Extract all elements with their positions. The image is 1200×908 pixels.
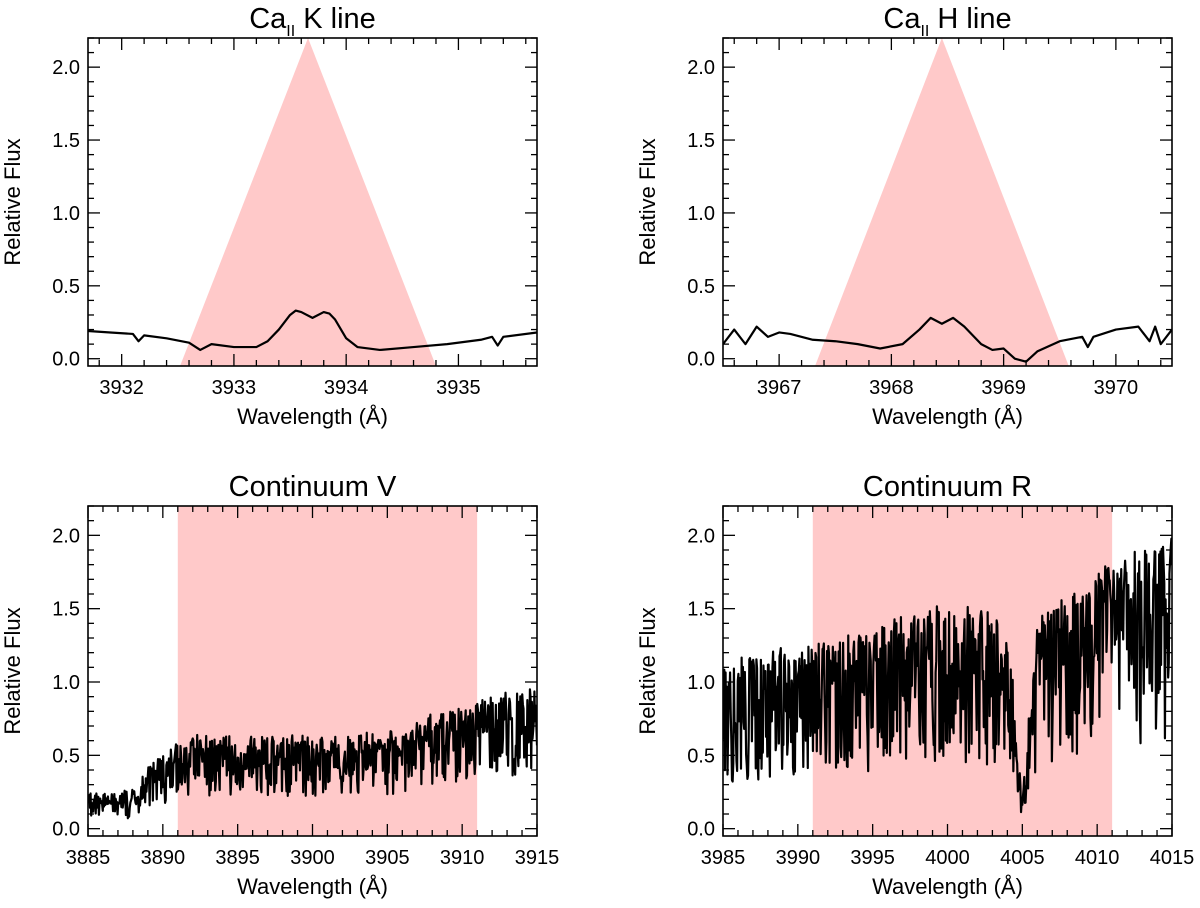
x-tick-label: 3968: [869, 377, 914, 399]
axes-frame: [87, 37, 538, 367]
x-tick-label: 3990: [776, 847, 821, 869]
x-tick-label: 3895: [215, 847, 260, 869]
y-tick-label: 1.0: [687, 203, 715, 225]
y-tick-label: 2.0: [687, 57, 715, 79]
y-tick-label: 0.0: [52, 349, 80, 371]
y-tick-label: 0.5: [687, 745, 715, 767]
spectrum-line: [723, 316, 1172, 363]
panel-4: 3985 3990 3995 4000 4005 4010 4015 0.0 0.5 1.0 1.5…: [635, 471, 1194, 899]
x-axis-label: Wavelength (Å): [872, 404, 1023, 429]
x-axis-label: Wavelength (Å): [872, 874, 1023, 899]
y-axis-label: Relative Flux: [635, 138, 660, 265]
spectrum-line: [88, 688, 537, 820]
x-tick-label: 4010: [1075, 847, 1120, 869]
x-tick-label: 3970: [1094, 377, 1139, 399]
y-tick-label: 2.0: [52, 57, 80, 79]
x-axis-label: Wavelength (Å): [237, 404, 388, 429]
x-tick-label: 3933: [212, 377, 257, 399]
integration-region: [177, 506, 478, 836]
x-tick-label: 3935: [436, 377, 481, 399]
x-tick-label: 3932: [99, 377, 144, 399]
y-tick-label: 1.5: [687, 599, 715, 621]
integration-region: [180, 38, 436, 366]
x-axis-label: Wavelength (Å): [237, 874, 388, 899]
y-tick-label: 2.0: [687, 525, 715, 547]
y-tick-label: 2.0: [52, 525, 80, 547]
x-tick-label: 4015: [1150, 847, 1195, 869]
y-tick-label: 0.5: [52, 276, 80, 298]
y-axis-label: Relative Flux: [0, 607, 25, 734]
y-tick-label: 1.5: [52, 130, 80, 152]
panel-1: 3932 3933 3934 3935 0.0 0.5 1.0 1.5 2.0 Wavelengt…: [0, 3, 538, 429]
panel-3: 3885 3890 3895 3900 3905 3910 3915 0.0 0.5 1.0 1.5…: [0, 471, 559, 899]
y-tick-label: 0.0: [687, 819, 715, 841]
x-tick-label: 3890: [141, 847, 186, 869]
y-axis-label: Relative Flux: [0, 138, 25, 265]
spectrum-line: [723, 537, 1172, 814]
spectrum-line: [88, 309, 537, 352]
y-tick-label: 1.0: [52, 672, 80, 694]
panel-title: CaII K line: [249, 3, 376, 40]
x-tick-label: 3900: [290, 847, 335, 869]
x-tick-label: 3910: [440, 847, 485, 869]
x-tick-label: 3915: [515, 847, 560, 869]
y-tick-label: 0.5: [687, 276, 715, 298]
integration-region: [815, 38, 1069, 366]
x-tick-label: 3995: [850, 847, 895, 869]
y-tick-label: 0.0: [687, 349, 715, 371]
x-tick-label: 3885: [66, 847, 111, 869]
panel-title: Continuum R: [863, 471, 1032, 503]
y-tick-label: 0.5: [52, 745, 80, 767]
x-tick-label: 3967: [757, 377, 802, 399]
x-tick-label: 4005: [1000, 847, 1045, 869]
x-tick-label: 3969: [981, 377, 1026, 399]
y-axis-label: Relative Flux: [635, 607, 660, 734]
x-tick-label: 4000: [925, 847, 970, 869]
panel-title: Continuum V: [229, 471, 397, 503]
y-tick-label: 1.0: [687, 672, 715, 694]
axes-frame: [722, 37, 1173, 367]
y-tick-label: 0.0: [52, 819, 80, 841]
y-tick-label: 1.5: [687, 130, 715, 152]
x-tick-label: 3985: [701, 847, 746, 869]
y-tick-label: 1.5: [52, 599, 80, 621]
panel-2: 3967 3968 3969 3970 0.0 0.5 1.0 1.5 2.0 Wavelengt…: [635, 3, 1173, 429]
y-tick-label: 1.0: [52, 203, 80, 225]
panel-title: CaII H line: [883, 3, 1011, 40]
x-tick-label: 3934: [324, 377, 369, 399]
x-tick-label: 3905: [365, 847, 410, 869]
